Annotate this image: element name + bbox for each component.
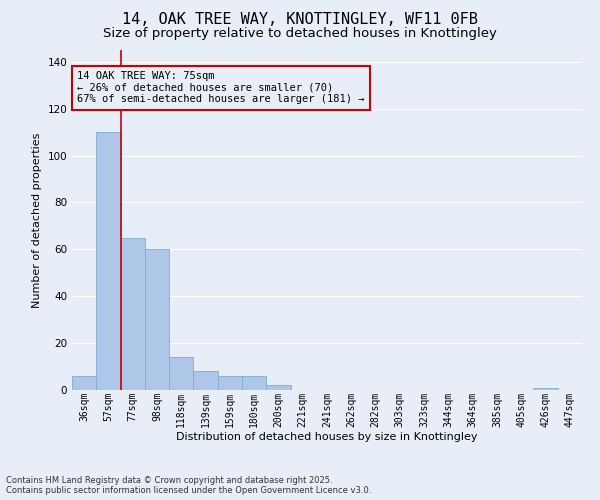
Bar xyxy=(218,376,242,390)
Bar xyxy=(121,238,145,390)
Bar xyxy=(169,357,193,390)
Bar xyxy=(193,371,218,390)
Bar xyxy=(533,388,558,390)
Bar xyxy=(242,376,266,390)
Text: 14, OAK TREE WAY, KNOTTINGLEY, WF11 0FB: 14, OAK TREE WAY, KNOTTINGLEY, WF11 0FB xyxy=(122,12,478,28)
X-axis label: Distribution of detached houses by size in Knottingley: Distribution of detached houses by size … xyxy=(176,432,478,442)
Text: Size of property relative to detached houses in Knottingley: Size of property relative to detached ho… xyxy=(103,28,497,40)
Y-axis label: Number of detached properties: Number of detached properties xyxy=(32,132,42,308)
Bar xyxy=(145,250,169,390)
Text: Contains HM Land Registry data © Crown copyright and database right 2025.
Contai: Contains HM Land Registry data © Crown c… xyxy=(6,476,371,495)
Bar xyxy=(266,386,290,390)
Text: 14 OAK TREE WAY: 75sqm
← 26% of detached houses are smaller (70)
67% of semi-det: 14 OAK TREE WAY: 75sqm ← 26% of detached… xyxy=(77,71,364,104)
Bar xyxy=(96,132,121,390)
Bar xyxy=(72,376,96,390)
